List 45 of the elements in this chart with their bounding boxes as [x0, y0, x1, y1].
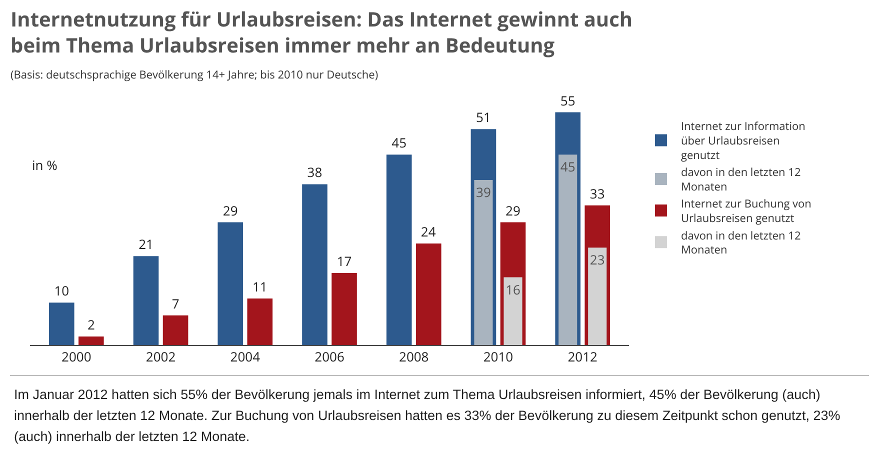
data-label: 11 — [252, 277, 268, 296]
bar — [558, 154, 578, 345]
bar — [504, 277, 522, 345]
data-label: 39 — [476, 182, 491, 201]
bar — [162, 315, 188, 345]
x-tick-label: 2010 — [483, 348, 514, 366]
legend-label: davon in den letzten 12 Monaten — [680, 165, 801, 194]
data-label: 55 — [560, 91, 576, 110]
x-tick-label: 2006 — [314, 348, 344, 366]
data-label: 45 — [392, 134, 407, 152]
bar — [386, 154, 412, 345]
data-label: 24 — [420, 222, 436, 240]
bar — [588, 248, 607, 345]
data-label: 23 — [590, 250, 605, 269]
x-tick-label: 2008 — [399, 348, 429, 366]
bar — [302, 184, 328, 345]
x-tick-label: 2000 — [62, 348, 92, 366]
text: Im Januar 2012 hatten sich 55% der Bevölkerung jemals im Internet zum Thema Urlaubsreisen informiert, 45% der Bevölkerung (auch) innerhalb der letzten 12 Monate. Zur Buchung von Urlaubsreisen hatten es 33% der Bevölkerung zu diesem Zeitpunkt schon genutzt, 23% (auch) innerhalb der letzten 12 Monate. — [14, 386, 842, 446]
bar — [133, 256, 159, 345]
bar — [332, 273, 357, 345]
x-tick-label: 2002 — [146, 348, 176, 366]
chart-subtitle: (Basis: deutschsprachige Bevölkerung 14+ Jahre; bis 2010 nur Deutsche) — [10, 67, 378, 82]
bar — [416, 243, 442, 345]
data-label: 38 — [307, 163, 322, 182]
bar — [48, 302, 74, 345]
data-label: 29 — [222, 201, 238, 220]
bar — [474, 180, 493, 345]
chart-title: Internetnutzung für Urlaubsreisen: Das Internet gewinnt auch beim Thema Urlaubsreisen immer mehr an Bedeutung — [10, 5, 632, 58]
data-label: 10 — [54, 282, 70, 300]
data-label: 45 — [560, 158, 576, 176]
bar — [78, 336, 104, 345]
data-label: 21 — [138, 235, 154, 254]
bar — [247, 298, 273, 345]
bar — [218, 222, 244, 345]
data-label: 2 — [87, 316, 95, 334]
y-axis-title: in % — [32, 156, 58, 174]
data-label: 51 — [476, 108, 491, 126]
data-label: 17 — [336, 252, 352, 270]
legend-label: davon in den letzten 12 Monaten — [680, 228, 801, 258]
data-label: 7 — [172, 294, 180, 312]
data-label: 33 — [590, 184, 605, 202]
data-label: 16 — [506, 280, 520, 298]
data-label: 29 — [506, 201, 520, 220]
x-tick-label: 2012 — [568, 348, 598, 366]
x-tick-label: 2004 — [230, 348, 261, 366]
